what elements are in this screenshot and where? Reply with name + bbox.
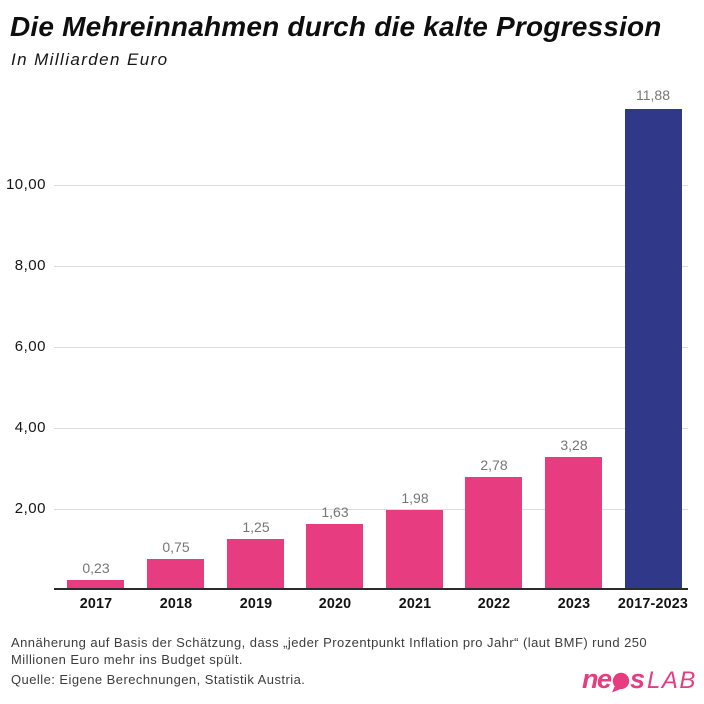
svg-text:LAB: LAB (647, 667, 697, 693)
svg-text:s: s (630, 667, 645, 693)
svg-text:ne: ne (582, 667, 612, 693)
